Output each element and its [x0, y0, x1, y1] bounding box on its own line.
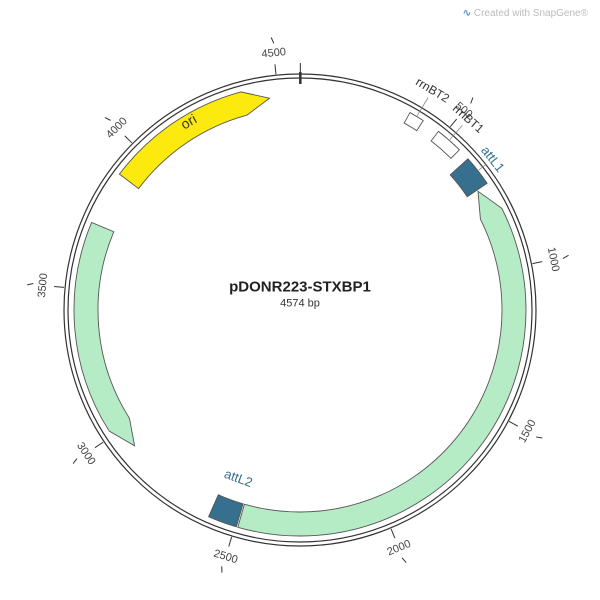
- feature-label-attL2: attL2: [222, 466, 254, 490]
- plasmid-name: pDONR223-STXBP1: [229, 279, 371, 296]
- tick-label: 3500: [36, 273, 50, 299]
- tick-label: 4500: [261, 46, 287, 60]
- credit-suffix: ®: [581, 8, 588, 19]
- tick-label: 3000: [74, 440, 98, 467]
- feature-Spe: [74, 222, 135, 445]
- center-title: pDONR223-STXBP1 4574 bp: [229, 279, 371, 310]
- feature-STXBP1: [238, 191, 526, 536]
- feature-attL1: [450, 159, 487, 197]
- feature-label-attL1: attL1: [478, 143, 508, 175]
- credit-line: ∿ Created with SnapGene®: [463, 8, 588, 19]
- tick-label: 1000: [545, 246, 562, 272]
- credit-logo: ∿: [463, 8, 471, 19]
- credit-product: SnapGene: [533, 8, 581, 19]
- feature-rrnBT1: [431, 131, 459, 158]
- feature-attL2: [209, 495, 243, 527]
- feature-rrnBT2: [404, 113, 423, 131]
- plasmid-size: 4574 bp: [229, 298, 371, 310]
- tick-label: 1500: [517, 418, 539, 445]
- tick-label: 2500: [212, 548, 239, 567]
- credit-prefix: Created with: [474, 8, 533, 19]
- tick-label: 2000: [385, 538, 412, 558]
- feature-label-rrnBT2: rrnBT2: [413, 75, 452, 106]
